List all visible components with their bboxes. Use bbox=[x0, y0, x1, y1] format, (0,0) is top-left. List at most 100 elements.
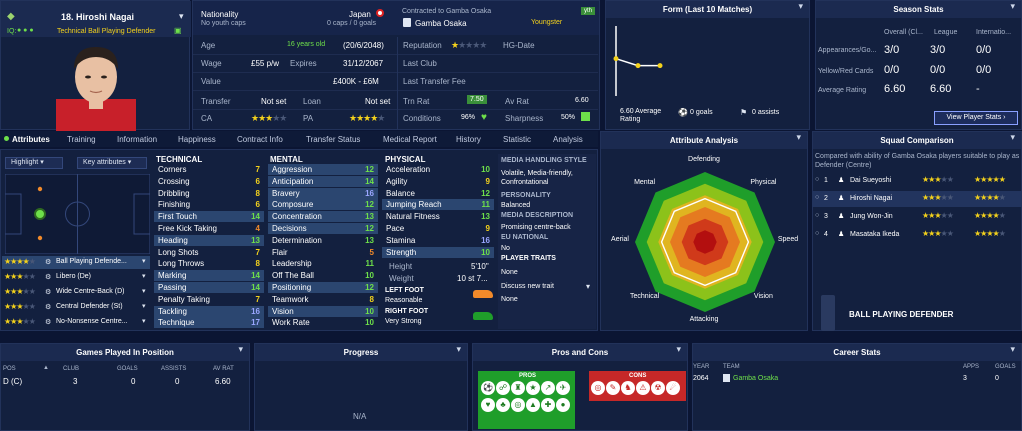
chevron-down-icon[interactable]: ▾ bbox=[798, 1, 803, 11]
pro-attribute-icon[interactable]: ⚽ bbox=[481, 381, 495, 395]
form-point[interactable] bbox=[613, 56, 619, 62]
radio-icon[interactable]: ○ bbox=[815, 230, 820, 237]
attribute-row[interactable]: Heading 13 bbox=[154, 234, 264, 246]
attribute-row[interactable]: Determination 13 bbox=[268, 235, 378, 246]
radio-icon[interactable]: ○ bbox=[815, 212, 820, 219]
attribute-row[interactable]: Leadership 11 bbox=[268, 258, 378, 269]
squad-row[interactable]: ○ 1 ♟ Dai Sueyoshi ★★★★★ ★★★★★ bbox=[812, 173, 1022, 189]
pro-attribute-icon[interactable]: ↗ bbox=[541, 381, 555, 395]
attribute-row[interactable]: Agility 9 bbox=[382, 176, 494, 187]
con-attribute-icon[interactable]: ☄ bbox=[666, 381, 680, 395]
chevron-down-icon[interactable]: ▾ bbox=[1010, 132, 1015, 142]
pro-attribute-icon[interactable]: ✈ bbox=[556, 381, 570, 395]
career-team[interactable]: Gamba Osaka bbox=[733, 375, 779, 382]
role-row[interactable]: ★★★★★ ⚙ Libero (De) ▾ bbox=[2, 271, 150, 284]
squad-row[interactable]: ○ 3 ♟ Jung Won-Jin ★★★★★ ★★★★★ bbox=[812, 209, 1022, 225]
pro-attribute-icon[interactable]: ▲ bbox=[526, 398, 540, 412]
chevron-down-icon[interactable]: ▾ bbox=[238, 344, 243, 354]
con-attribute-icon[interactable]: ⚠ bbox=[636, 381, 650, 395]
clipboard-icon[interactable]: ▣ bbox=[174, 26, 182, 35]
attribute-row[interactable]: Technique 17 bbox=[154, 317, 264, 329]
pro-attribute-icon[interactable]: ♥ bbox=[481, 398, 495, 412]
attribute-row[interactable]: Composure 12 bbox=[268, 199, 378, 211]
squad-row[interactable]: ○ 4 ♟ Masataka Ikeda ★★★★★ ★★★★★ bbox=[812, 227, 1022, 243]
chevron-down-icon[interactable]: ▾ bbox=[1010, 344, 1015, 354]
attribute-row[interactable]: Pace 9 bbox=[382, 223, 494, 234]
club-name[interactable]: Gamba Osaka bbox=[415, 19, 467, 28]
attribute-row[interactable]: Finishing 6 bbox=[154, 199, 264, 210]
con-attribute-icon[interactable]: ✎ bbox=[606, 381, 620, 395]
key-attributes-dropdown[interactable]: Key attributes ▾ bbox=[77, 157, 147, 169]
chevron-down-icon[interactable]: ▾ bbox=[586, 282, 591, 291]
pro-attribute-icon[interactable]: ★ bbox=[526, 381, 540, 395]
attribute-row[interactable]: Jumping Reach 11 bbox=[382, 199, 494, 211]
pro-attribute-icon[interactable]: ☍ bbox=[496, 381, 510, 395]
transfer-value[interactable]: Not set bbox=[261, 97, 287, 106]
chevron-down-icon[interactable]: ▾ bbox=[142, 303, 146, 310]
attribute-row[interactable]: Dribbling 8 bbox=[154, 188, 264, 199]
attribute-row[interactable]: Vision 10 bbox=[268, 305, 378, 317]
tab-analysis[interactable]: Analysis bbox=[553, 135, 583, 144]
attribute-row[interactable]: Aggression 12 bbox=[268, 164, 378, 175]
con-attribute-icon[interactable]: ◎ bbox=[591, 381, 605, 395]
discuss-trait-button[interactable]: Discuss new trait bbox=[501, 283, 554, 290]
attribute-row[interactable]: Positioning 12 bbox=[268, 282, 378, 293]
con-attribute-icon[interactable]: ♞ bbox=[621, 381, 635, 395]
attribute-row[interactable]: Natural Fitness 13 bbox=[382, 211, 494, 222]
attribute-row[interactable]: Off The Ball 10 bbox=[268, 270, 378, 281]
attribute-row[interactable]: Long Shots 7 bbox=[154, 247, 264, 258]
highlight-dropdown[interactable]: Highlight ▾ bbox=[5, 157, 63, 169]
attribute-row[interactable]: Teamwork 8 bbox=[268, 294, 378, 305]
attribute-row[interactable]: Strength 10 bbox=[382, 246, 494, 258]
chevron-down-icon[interactable]: ▾ bbox=[142, 258, 146, 265]
attribute-row[interactable]: Crossing 6 bbox=[154, 176, 264, 187]
radio-icon[interactable]: ○ bbox=[815, 194, 820, 201]
pro-attribute-icon[interactable]: ◎ bbox=[511, 398, 525, 412]
attribute-row[interactable]: Anticipation 14 bbox=[268, 175, 378, 187]
attribute-row[interactable]: Concentration 13 bbox=[268, 211, 378, 223]
attribute-row[interactable]: Bravery 16 bbox=[268, 187, 378, 199]
role-row[interactable]: ★★★★★ ⚙ Ball Playing Defende... ▾ bbox=[2, 256, 150, 269]
view-player-stats-button[interactable]: View Player Stats › bbox=[934, 111, 1018, 125]
attribute-row[interactable]: Long Throws 8 bbox=[154, 258, 264, 269]
chevron-down-icon[interactable]: ▾ bbox=[142, 288, 146, 295]
attribute-row[interactable]: Decisions 12 bbox=[268, 223, 378, 234]
sort-icon[interactable]: ▲ bbox=[43, 365, 49, 371]
chevron-down-icon[interactable]: ▾ bbox=[796, 132, 801, 142]
loan-value[interactable]: Not set bbox=[365, 97, 391, 106]
tab-history[interactable]: History bbox=[456, 135, 481, 144]
pro-attribute-icon[interactable]: ♣ bbox=[496, 398, 510, 412]
role-row[interactable]: ★★★★★ ⚙ No-Nonsense Centre... ▾ bbox=[2, 316, 150, 329]
attribute-row[interactable]: Acceleration 10 bbox=[382, 164, 494, 175]
con-attribute-icon[interactable]: ☢ bbox=[651, 381, 665, 395]
form-point[interactable] bbox=[657, 63, 663, 69]
tab-information[interactable]: Information bbox=[117, 135, 158, 144]
attribute-row[interactable]: Marking 14 bbox=[154, 270, 264, 282]
attribute-row[interactable]: Flair 5 bbox=[268, 247, 378, 258]
radio-icon[interactable]: ○ bbox=[815, 176, 820, 183]
role-row[interactable]: ★★★★★ ⚙ Central Defender (St) ▾ bbox=[2, 301, 150, 314]
tab-training[interactable]: Training bbox=[67, 135, 96, 144]
tab-statistic[interactable]: Statistic bbox=[503, 135, 532, 144]
squad-row[interactable]: ○ 2 ♟ Hiroshi Nagai ★★★★★ ★★★★★ bbox=[812, 191, 1022, 207]
chevron-down-icon[interactable]: ▾ bbox=[142, 318, 146, 325]
attribute-row[interactable]: Work Rate 10 bbox=[268, 317, 378, 328]
tab-medical-report[interactable]: Medical Report bbox=[383, 135, 437, 144]
chevron-down-icon[interactable]: ▾ bbox=[676, 344, 681, 354]
attribute-row[interactable]: Passing 14 bbox=[154, 282, 264, 293]
attribute-row[interactable]: Corners 7 bbox=[154, 164, 264, 175]
attribute-row[interactable]: Balance 12 bbox=[382, 188, 494, 199]
tab-attributes[interactable]: Attributes bbox=[12, 135, 50, 144]
tab-contract-info[interactable]: Contract Info bbox=[237, 135, 283, 144]
chevron-down-icon[interactable]: ▾ bbox=[456, 344, 461, 354]
dropdown-icon[interactable]: ◆ bbox=[7, 11, 15, 22]
nationality-value[interactable]: Japan bbox=[349, 10, 371, 19]
attribute-row[interactable]: First Touch 14 bbox=[154, 211, 264, 223]
tab-transfer-status[interactable]: Transfer Status bbox=[306, 135, 361, 144]
chevron-down-icon[interactable]: ▾ bbox=[1010, 1, 1015, 11]
attribute-row[interactable]: Free Kick Taking 4 bbox=[154, 223, 264, 234]
form-point[interactable] bbox=[635, 63, 641, 69]
tab-happiness[interactable]: Happiness bbox=[178, 135, 216, 144]
pro-attribute-icon[interactable]: ● bbox=[556, 398, 570, 412]
attribute-row[interactable]: Penalty Taking 7 bbox=[154, 294, 264, 305]
